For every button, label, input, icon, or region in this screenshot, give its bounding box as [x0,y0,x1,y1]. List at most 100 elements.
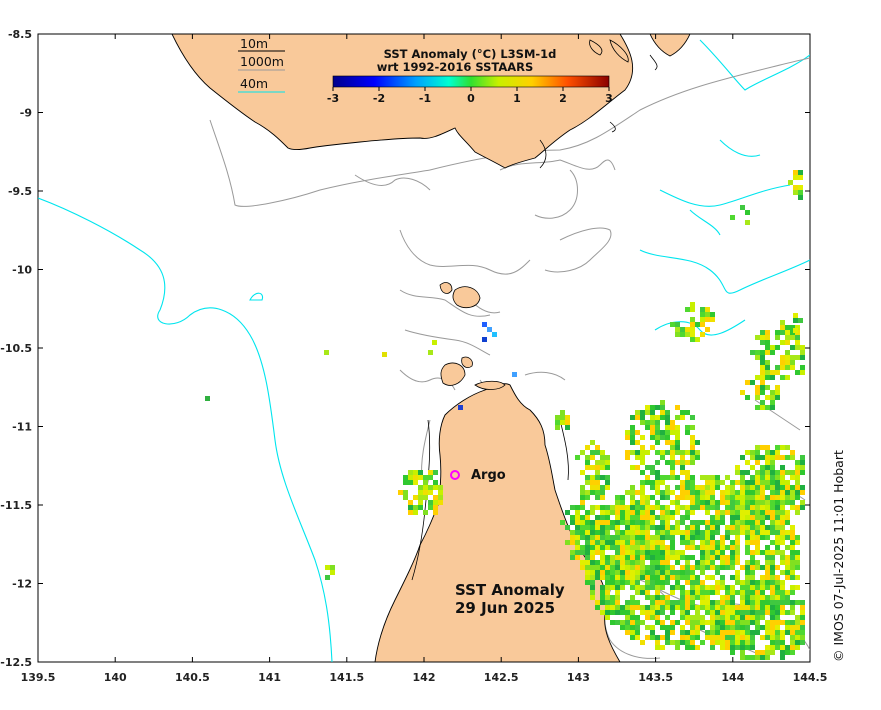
sst-pixel [580,490,585,495]
sst-pixel [675,555,680,560]
sst-pixel [745,580,750,585]
sst-pixel [670,545,675,550]
sst-pixel [650,540,655,545]
sst-pixel [635,505,640,510]
sst-pixel [760,495,765,500]
sst-pixel [655,560,660,565]
sst-pixel [760,515,765,520]
sst-pixel [685,620,690,625]
sst-pixel [645,590,650,595]
sst-pixel [585,560,590,565]
sst-pixel [745,610,750,615]
sst-pixel [755,590,760,595]
sst-pixel [735,500,740,505]
sst-pixel [610,560,615,565]
sst-pixel [585,540,590,545]
sst-pixel [730,625,735,630]
sst-pixel [690,495,695,500]
sst-pixel [730,605,735,610]
sst-pixel [793,175,798,180]
sst-pixel [605,585,610,590]
sst-pixel [620,620,625,625]
sst-pixel [650,495,655,500]
sst-pixel [695,535,700,540]
sst-pixel [423,510,428,515]
sst-pixel [760,590,765,595]
sst-pixel [710,630,715,635]
sst-pixel [630,415,635,420]
sst-pixel [755,595,760,600]
sst-pixel [630,605,635,610]
sst-pixel [775,515,780,520]
sst-pixel [800,630,805,635]
sst-pixel [580,550,585,555]
sst-pixel [795,540,800,545]
sst-pixel [595,505,600,510]
sst-pixel [730,485,735,490]
sst-pixel [615,540,620,545]
sst-pixel [690,595,695,600]
sst-pixel [645,615,650,620]
sst-pixel [685,332,690,337]
sst-pixel [705,312,710,317]
colorbar-gradient [332,75,610,88]
sst-pixel [730,620,735,625]
sst-pixel [413,470,418,475]
sst-pixel [650,630,655,635]
sst-pixel [798,185,803,190]
sst-pixel [735,470,740,475]
x-tick-label: 144.5 [793,671,828,684]
sst-pixel [760,655,765,660]
sst-pixel [690,605,695,610]
sst-pixel [750,645,755,650]
sst-pixel [600,610,605,615]
sst-pixel [790,585,795,590]
sst-pixel [670,322,675,327]
sst-pixel [675,460,680,465]
sst-pixel [740,530,745,535]
sst-pixel [690,565,695,570]
sst-pixel [655,610,660,615]
sst-pixel [720,520,725,525]
sst-pixel [590,535,595,540]
sst-pixel [790,605,795,610]
sst-pixel [720,490,725,495]
sst-pixel [423,475,428,480]
sst-pixel [640,530,645,535]
sst-pixel [760,380,765,385]
sst-pixel [760,375,765,380]
sst-pixel [650,565,655,570]
sst-pixel [645,580,650,585]
sst-pixel [765,555,770,560]
sst-pixel [790,570,795,575]
sst-pixel [680,480,685,485]
sst-pixel [605,610,610,615]
argo-marker[interactable] [450,470,460,480]
sst-pixel [685,565,690,570]
sst-pixel [755,505,760,510]
sst-pixel [730,585,735,590]
sst-pixel [438,485,443,490]
sst-pixel [755,540,760,545]
sst-pixel [630,425,635,430]
sst-pixel [670,515,675,520]
sst-pixel [690,645,695,650]
sst-pixel [780,570,785,575]
sst-pixel [770,400,775,405]
sst-pixel [575,455,580,460]
sst-pixel [685,560,690,565]
map-title-line2: 29 Jun 2025 [455,599,555,617]
sst-pixel [760,490,765,495]
sst-pixel [790,635,795,640]
sst-pixel [685,460,690,465]
sst-pixel [645,410,650,415]
sst-pixel [700,550,705,555]
sst-pixel [765,450,770,455]
sst-pixel [615,580,620,585]
sst-pixel [775,500,780,505]
sst-pixel [770,450,775,455]
sst-pixel [615,610,620,615]
sst-pixel [660,635,665,640]
sst-pixel [795,510,800,515]
sst-pixel [680,410,685,415]
